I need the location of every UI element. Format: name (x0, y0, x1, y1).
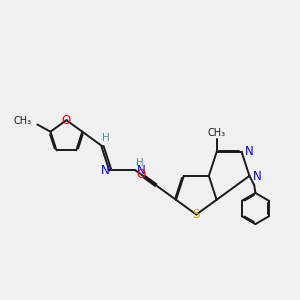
Text: N: N (100, 164, 109, 177)
Text: CH₃: CH₃ (13, 116, 32, 126)
Text: O: O (136, 168, 146, 181)
Text: N: N (245, 145, 254, 158)
Text: O: O (62, 114, 71, 127)
Text: CH₃: CH₃ (208, 128, 226, 138)
Text: H: H (136, 158, 143, 167)
Text: S: S (193, 208, 200, 221)
Text: N: N (136, 164, 146, 177)
Text: N: N (253, 170, 262, 183)
Text: H: H (102, 133, 110, 143)
